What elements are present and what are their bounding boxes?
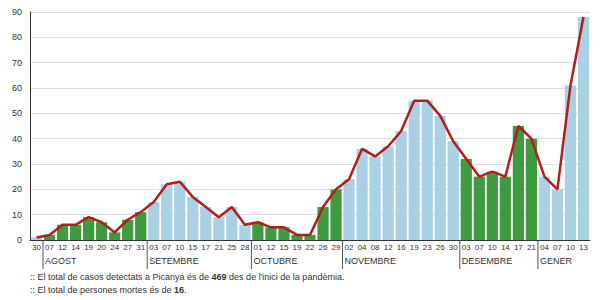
svg-text:19: 19: [410, 243, 419, 252]
svg-text:14: 14: [71, 243, 80, 252]
svg-text:12: 12: [266, 243, 275, 252]
svg-text:19: 19: [293, 243, 302, 252]
svg-text:30: 30: [12, 159, 22, 169]
svg-text:25: 25: [227, 243, 236, 252]
svg-text:469: 469: [212, 272, 227, 282]
svg-text:50: 50: [12, 108, 22, 118]
svg-text:.: .: [184, 285, 187, 295]
svg-text:16: 16: [174, 285, 184, 295]
svg-text:17: 17: [201, 243, 210, 252]
svg-text:10: 10: [566, 243, 575, 252]
svg-text:30: 30: [32, 243, 41, 252]
svg-text:13: 13: [579, 243, 588, 252]
svg-text::: El total de persones mortes: :: El total de persones mortes és de: [30, 285, 174, 295]
svg-text:60: 60: [12, 83, 22, 93]
svg-text:03: 03: [149, 243, 158, 252]
svg-text:16: 16: [397, 243, 406, 252]
svg-text:23: 23: [423, 243, 432, 252]
svg-text:29: 29: [332, 243, 341, 252]
svg-text:04: 04: [358, 243, 367, 252]
svg-text:90: 90: [12, 7, 22, 17]
svg-text:10: 10: [175, 243, 184, 252]
svg-text:OCTUBRE: OCTUBRE: [253, 256, 297, 266]
svg-text:07: 07: [162, 243, 171, 252]
svg-text:08: 08: [371, 243, 380, 252]
svg-text:40: 40: [12, 134, 22, 144]
svg-text:19: 19: [84, 243, 93, 252]
svg-text:24: 24: [110, 243, 119, 252]
svg-text:20: 20: [12, 184, 22, 194]
svg-text:02: 02: [345, 243, 354, 252]
svg-text:01: 01: [253, 243, 262, 252]
svg-text:26: 26: [436, 243, 445, 252]
svg-text:17: 17: [514, 243, 523, 252]
svg-text:10: 10: [12, 210, 22, 220]
svg-text:28: 28: [240, 243, 249, 252]
svg-text:des de l'inici de la pandèmia.: des de l'inici de la pandèmia.: [227, 272, 345, 282]
svg-text:10: 10: [488, 243, 497, 252]
svg-text:04: 04: [540, 243, 549, 252]
svg-text:15: 15: [280, 243, 289, 252]
svg-text:15: 15: [188, 243, 197, 252]
svg-text:20: 20: [97, 243, 106, 252]
svg-text:SETEMBRE: SETEMBRE: [149, 256, 199, 266]
svg-text:07: 07: [553, 243, 562, 252]
svg-text:07: 07: [45, 243, 54, 252]
svg-text:12: 12: [384, 243, 393, 252]
svg-text:DESEMBRE: DESEMBRE: [462, 256, 513, 266]
svg-text:AGOST: AGOST: [45, 256, 77, 266]
svg-text:07: 07: [475, 243, 484, 252]
svg-text:03: 03: [462, 243, 471, 252]
svg-text:27: 27: [123, 243, 132, 252]
svg-text:70: 70: [12, 58, 22, 68]
svg-text:30: 30: [449, 243, 458, 252]
svg-text:0: 0: [17, 235, 22, 245]
svg-text:GENER: GENER: [540, 256, 573, 266]
svg-text:21: 21: [527, 243, 536, 252]
svg-text:80: 80: [12, 32, 22, 42]
svg-text:21: 21: [214, 243, 223, 252]
svg-text:12: 12: [58, 243, 67, 252]
svg-text:14: 14: [501, 243, 510, 252]
svg-text:26: 26: [319, 243, 328, 252]
svg-text:31: 31: [136, 243, 145, 252]
svg-text:NOVEMBRE: NOVEMBRE: [345, 256, 397, 266]
svg-text:22: 22: [306, 243, 315, 252]
svg-text::: El total de casos detectats: :: El total de casos detectats a Picanya…: [30, 272, 212, 282]
